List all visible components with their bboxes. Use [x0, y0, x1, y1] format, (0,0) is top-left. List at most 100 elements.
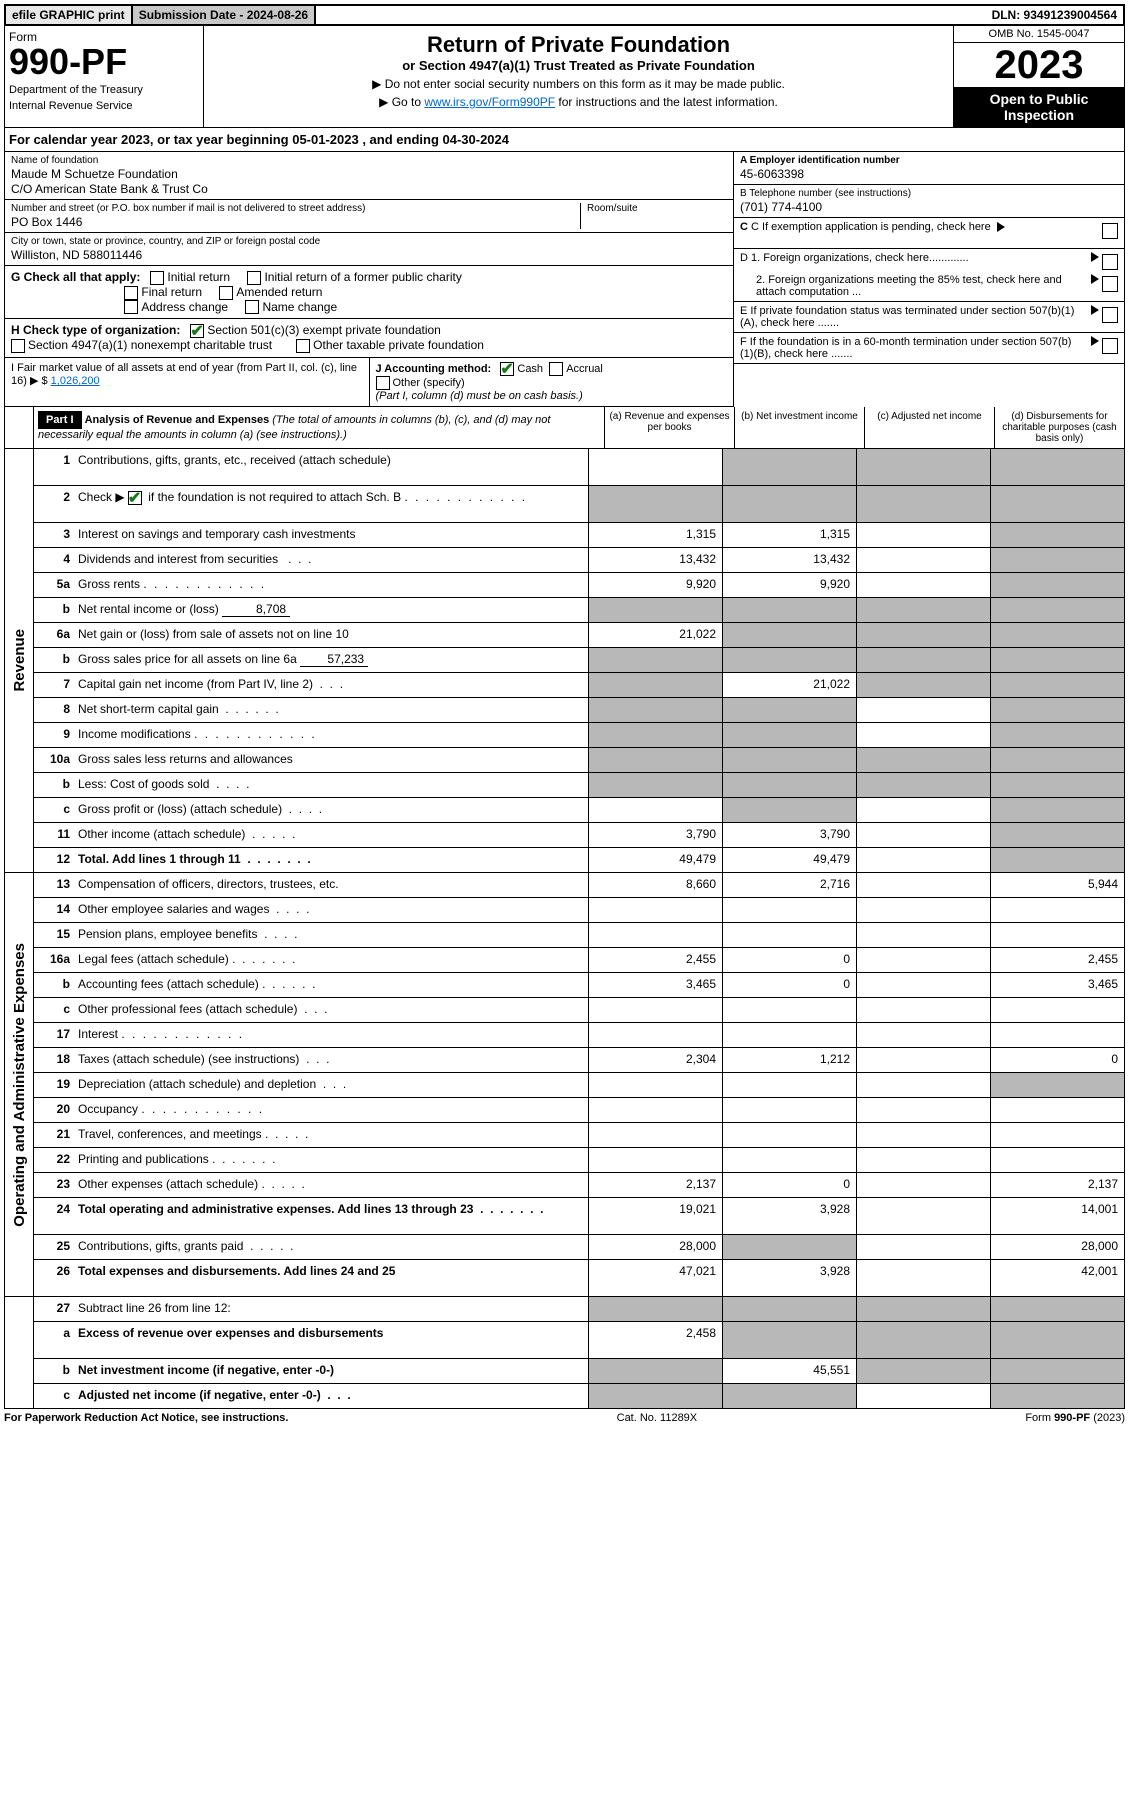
line-num: 19 — [34, 1073, 76, 1097]
line-desc: Adjusted net income (if negative, enter … — [76, 1384, 588, 1408]
line-desc: Pension plans, employee benefits . . . . — [76, 923, 588, 947]
line-desc: Travel, conferences, and meetings . . . … — [76, 1123, 588, 1147]
amount: 3,928 — [722, 1260, 856, 1296]
line-num: 9 — [34, 723, 76, 747]
initial-return-checkbox[interactable] — [150, 271, 164, 285]
phone-value: (701) 774-4100 — [740, 200, 1118, 214]
inline-amount: 57,233 — [300, 652, 368, 667]
col-d-header: (d) Disbursements for charitable purpose… — [994, 407, 1124, 448]
foundation-name-1: Maude M Schuetze Foundation — [11, 167, 727, 181]
amount: 0 — [722, 973, 856, 997]
amount: 21,022 — [588, 623, 722, 647]
amount: 13,432 — [722, 548, 856, 572]
line-desc: Net investment income (if negative, ente… — [76, 1359, 588, 1383]
line-num: 17 — [34, 1023, 76, 1047]
amount: 2,455 — [588, 948, 722, 972]
line-num: b — [34, 598, 76, 622]
amount: 19,021 — [588, 1198, 722, 1234]
amount: 14,001 — [990, 1198, 1124, 1234]
cash-checkbox[interactable] — [500, 362, 514, 376]
line-desc: Contributions, gifts, grants, etc., rece… — [76, 449, 588, 485]
city-value: Williston, ND 588011446 — [11, 248, 727, 262]
line-num: b — [34, 1359, 76, 1383]
line-desc: Net short-term capital gain . . . . . . — [76, 698, 588, 722]
amount: 1,212 — [722, 1048, 856, 1072]
footer-right: Form 990-PF (2023) — [1025, 1412, 1125, 1424]
page-footer: For Paperwork Reduction Act Notice, see … — [4, 1409, 1125, 1427]
header-note-2: ▶ Go to www.irs.gov/Form990PF for instru… — [210, 95, 947, 109]
line-desc: Other income (attach schedule) . . . . . — [76, 823, 588, 847]
line-desc: Gross rents — [76, 573, 588, 597]
amount: 2,716 — [722, 873, 856, 897]
d1-checkbox[interactable] — [1102, 254, 1118, 270]
c-exemption-label: C C If exemption application is pending,… — [740, 221, 1102, 233]
efile-print-button[interactable]: efile GRAPHIC print — [6, 6, 133, 24]
line-desc: Interest — [76, 1023, 588, 1047]
name-change-checkbox[interactable] — [245, 300, 259, 314]
line-num: 5a — [34, 573, 76, 597]
line-num: 13 — [34, 873, 76, 897]
address-change-checkbox[interactable] — [124, 300, 138, 314]
line-num: 8 — [34, 698, 76, 722]
initial-former-checkbox[interactable] — [247, 271, 261, 285]
amount: 21,022 — [722, 673, 856, 697]
amended-return-checkbox[interactable] — [219, 286, 233, 300]
amount: 3,790 — [722, 823, 856, 847]
line-desc: Capital gain net income (from Part IV, l… — [76, 673, 588, 697]
amount: 3,465 — [990, 973, 1124, 997]
amount: 13,432 — [588, 548, 722, 572]
line-num: 20 — [34, 1098, 76, 1122]
line-num: c — [34, 798, 76, 822]
submission-date: Submission Date - 2024-08-26 — [133, 6, 316, 24]
line-num: 3 — [34, 523, 76, 547]
section-j: J Accounting method: Cash Accrual Other … — [370, 358, 734, 406]
form-number: 990-PF — [9, 44, 199, 80]
foundation-name-2: C/O American State Bank & Trust Co — [11, 182, 727, 196]
final-return-checkbox[interactable] — [124, 286, 138, 300]
form-title: Return of Private Foundation — [210, 32, 947, 58]
line-num: c — [34, 998, 76, 1022]
phone-label: B Telephone number (see instructions) — [740, 188, 1118, 199]
form-subtitle: or Section 4947(a)(1) Trust Treated as P… — [210, 58, 947, 73]
line-num: 23 — [34, 1173, 76, 1197]
amount: 49,479 — [588, 848, 722, 872]
line-desc: Net gain or (loss) from sale of assets n… — [76, 623, 588, 647]
ein-value: 45-6063398 — [740, 167, 1118, 181]
amount: 1,315 — [588, 523, 722, 547]
line-num: 10a — [34, 748, 76, 772]
other-taxable-checkbox[interactable] — [296, 339, 310, 353]
schb-checkbox[interactable] — [128, 491, 142, 505]
part1-title: Analysis of Revenue and Expenses — [85, 414, 270, 426]
c-checkbox[interactable] — [1102, 223, 1118, 239]
4947-checkbox[interactable] — [11, 339, 25, 353]
form990pf-link[interactable]: www.irs.gov/Form990PF — [424, 95, 555, 109]
amount: 45,551 — [722, 1359, 856, 1383]
line-desc: Less: Cost of goods sold . . . . — [76, 773, 588, 797]
amount: 49,479 — [722, 848, 856, 872]
line-desc: Income modifications — [76, 723, 588, 747]
form-header: Form 990-PF Department of the Treasury I… — [4, 26, 1125, 128]
line-num: a — [34, 1322, 76, 1358]
revenue-section: Revenue 1Contributions, gifts, grants, e… — [4, 449, 1125, 873]
amount: 2,304 — [588, 1048, 722, 1072]
other-method-checkbox[interactable] — [376, 376, 390, 390]
line-num: b — [34, 973, 76, 997]
d2-checkbox[interactable] — [1102, 276, 1118, 292]
amount: 2,458 — [588, 1322, 722, 1358]
col-b-header: (b) Net investment income — [734, 407, 864, 448]
line-num: 22 — [34, 1148, 76, 1172]
street-value: PO Box 1446 — [11, 215, 580, 229]
f-checkbox[interactable] — [1102, 338, 1118, 354]
line-num: 16a — [34, 948, 76, 972]
line-desc: Other expenses (attach schedule) . . . .… — [76, 1173, 588, 1197]
street-label: Number and street (or P.O. box number if… — [11, 203, 580, 214]
line27-section: 27Subtract line 26 from line 12: aExcess… — [4, 1297, 1125, 1409]
line-desc: Contributions, gifts, grants paid . . . … — [76, 1235, 588, 1259]
ein-label: A Employer identification number — [740, 155, 1118, 166]
amount: 9,920 — [722, 573, 856, 597]
accrual-checkbox[interactable] — [549, 362, 563, 376]
e-checkbox[interactable] — [1102, 307, 1118, 323]
amount: 2,455 — [990, 948, 1124, 972]
amount: 3,928 — [722, 1198, 856, 1234]
501c3-checkbox[interactable] — [190, 324, 204, 338]
